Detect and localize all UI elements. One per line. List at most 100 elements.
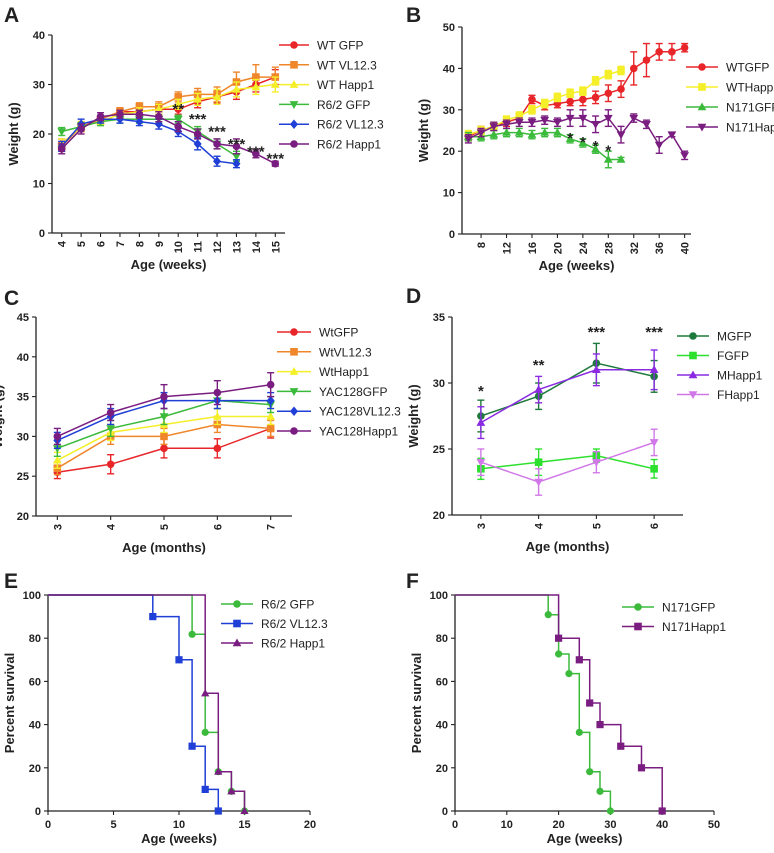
data-point [514,118,524,127]
data-point [213,156,222,166]
series-mgfp [477,342,658,433]
survival-step-line [455,594,663,811]
data-point [637,764,646,772]
x-tick-label: 30 [604,819,616,831]
x-tick-label: 5 [76,241,88,247]
legend-label: YAC128GFP [319,385,387,399]
data-point [266,411,276,420]
legend-label: N171Happ1 [726,121,774,135]
x-tick-label: 50 [708,819,720,831]
legend-swatch-marker [290,119,298,129]
x-tick-label: 40 [656,819,668,831]
data-point [135,116,144,127]
data-point [592,365,601,374]
legend-label: WT Happ1 [317,78,374,92]
x-tick-label: 8 [134,241,146,247]
legend-swatch-marker [689,351,697,360]
legend-swatch-marker [697,102,707,111]
series-mhapp1 [476,349,659,440]
legend-label: R6/2 VL12.3 [317,118,384,132]
data-point [528,106,536,114]
data-point [553,93,562,102]
data-point [252,150,260,158]
x-tick-label: 7 [115,241,127,247]
data-point [213,388,222,397]
data-point [555,650,563,658]
panel-label-f: F [406,570,419,593]
legend-label: WT VL12.3 [317,58,377,72]
data-point [586,768,594,776]
data-point [604,89,613,98]
series-wt-vl12-3 [57,63,280,153]
data-point [270,79,280,88]
y-tick-label: 0 [442,806,448,818]
legend-swatch-marker [289,388,299,396]
y-tick-label: 20 [29,763,41,775]
data-point [642,56,651,64]
data-point [603,114,613,123]
data-point [642,121,651,129]
y-tick-label: 10 [443,188,455,200]
significance-marker: *** [645,324,663,341]
data-point [201,688,210,697]
data-point [188,630,196,638]
data-point [159,413,169,422]
x-tick-label: 5 [110,819,116,831]
data-point [566,89,574,98]
data-point [565,670,573,678]
x-tick-label: 14 [251,240,263,253]
x-tick-label: 20 [304,819,316,831]
y-axis-label: Weight (g) [416,99,431,162]
legend: N171GFP N171Happ1 [616,596,726,639]
legend-label: R6/2 Happ1 [261,637,325,651]
data-point [566,97,574,106]
legend-swatch-marker [688,370,698,379]
data-point [649,365,659,374]
legend-swatch-marker [689,332,697,340]
data-point [53,432,62,441]
y-tick-label: 100 [23,590,41,602]
data-point [193,94,202,103]
x-tick-label: 8 [476,242,488,248]
data-point [502,121,511,129]
x-tick-label: 15 [270,241,282,253]
data-point [534,458,543,466]
legend-label: MGFP [717,330,752,344]
data-point [106,408,115,417]
y-tick-label: 80 [436,633,448,645]
y-tick-label: 100 [430,590,448,602]
data-point [489,130,499,138]
x-tick-label: 3 [476,523,488,529]
data-point [617,85,625,93]
significance-marker: * [593,138,599,155]
series-wt-gfp [57,68,280,150]
data-point [232,158,241,169]
x-tick-label: 28 [603,242,615,254]
series-r6-2-vl12-3 [48,594,222,815]
chart-panel-a: A 0 10 20 30 40 4 5 6 7 8 9 10 11 12 13 14 15 Age (weeks) W… [4,4,384,272]
legend-swatch-marker [688,391,698,400]
x-tick-label: 4 [534,522,546,529]
series-fhapp1 [476,428,659,496]
y-tick-label: 50 [443,22,455,34]
data-point [534,478,543,487]
x-tick-label: 3 [52,524,64,530]
data-point [96,112,105,121]
data-point [629,114,639,123]
data-point [553,118,562,127]
data-point [578,138,588,147]
data-point [527,130,537,138]
legend: MGFP FGFP MHapp1 FHapp1 [677,330,763,402]
x-axis-label: Age (months) [122,540,206,555]
series-line [480,369,655,424]
data-point [553,128,562,136]
panel-label-c: C [4,287,19,310]
chart-panel-b: B 0 10 20 30 40 50 8 12 16 20 24 28 32 36 40 Age (weeks)… [406,4,774,273]
x-tick-label: 4 [106,523,118,530]
data-point [213,140,221,148]
x-axis-label: Age (months) [526,539,610,554]
data-point [578,114,588,123]
data-point [476,129,486,138]
